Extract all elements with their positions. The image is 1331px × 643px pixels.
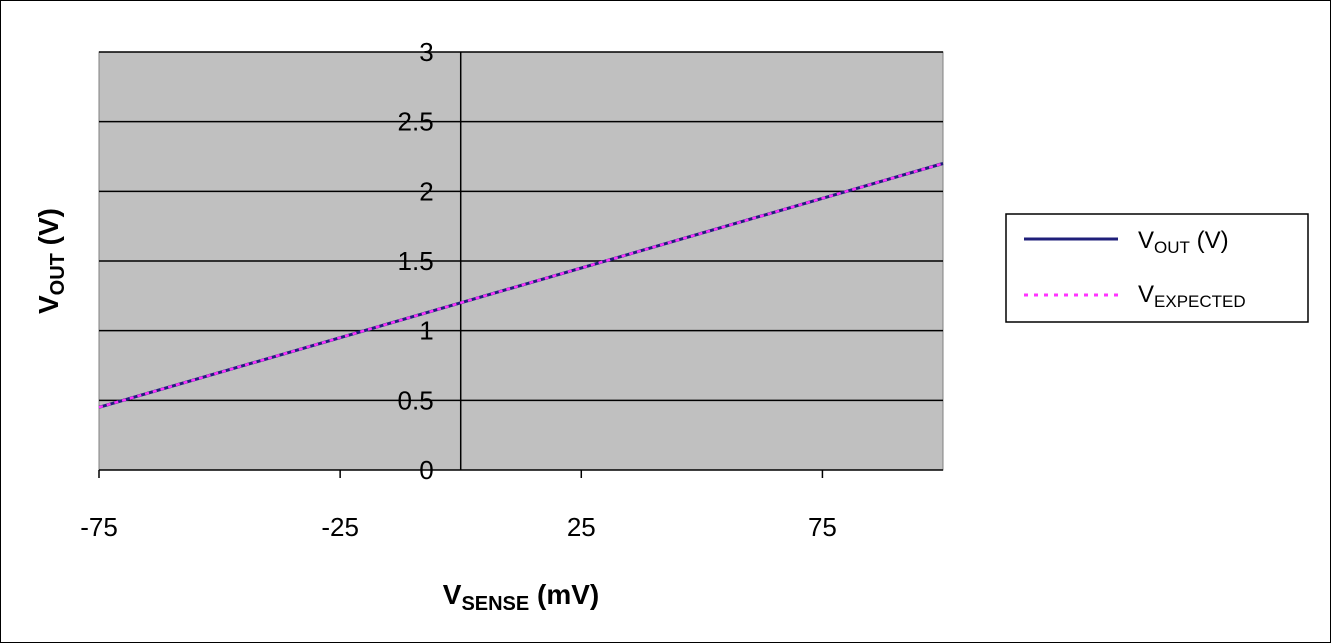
x-tick-label-2: 25 (567, 512, 596, 542)
x-axis-title-sub: SENSE (461, 593, 529, 615)
x-tick-label-0: -75 (80, 512, 118, 542)
x-axis-title-suffix: (mV) (529, 579, 599, 610)
x-tick-label-3: 75 (808, 512, 837, 542)
legend-label-vexpected-sub: EXPECTED (1154, 292, 1246, 311)
y-tick-label-1: 0.5 (398, 385, 434, 415)
y-tick-label-2: 1 (419, 316, 433, 346)
y-tick-label-0: 0 (419, 455, 433, 485)
x-tick-marks (98, 470, 824, 478)
x-tick-labels: -75 -25 25 75 (80, 512, 837, 542)
legend: VOUT (V) VEXPECTED (1005, 213, 1309, 323)
y-axis-title-main: V (33, 295, 64, 314)
legend-label-vout: VOUT (V) (1138, 227, 1229, 257)
legend-label-vexpected: VEXPECTED (1138, 281, 1246, 311)
legend-label-vout-main: V (1138, 227, 1154, 254)
y-tick-label-3: 1.5 (398, 246, 434, 276)
y-tick-labels: 0 0.5 1 1.5 2 2.5 3 (398, 37, 434, 485)
y-axis-title-suffix: (V) (33, 208, 64, 253)
y-axis-title: VOUT (V) (33, 208, 69, 314)
series-line-vexpected (98, 162, 944, 409)
legend-label-vexpected-main: V (1138, 281, 1154, 308)
y-tick-label-4: 2 (419, 176, 433, 206)
series-layer (98, 162, 944, 409)
x-tick-label-1: -25 (321, 512, 359, 542)
x-axis-title-main: V (443, 579, 462, 610)
y-tick-label-5: 2.5 (398, 107, 434, 137)
legend-label-vout-sub: OUT (1154, 238, 1190, 257)
x-axis-title: VSENSE (mV) (443, 579, 600, 615)
legend-box (1005, 213, 1309, 323)
legend-label-vout-suffix: (V) (1190, 227, 1229, 254)
y-axis-title-sub: OUT (47, 253, 69, 295)
gridlines (99, 51, 943, 402)
y-tick-label-6: 3 (419, 37, 433, 67)
